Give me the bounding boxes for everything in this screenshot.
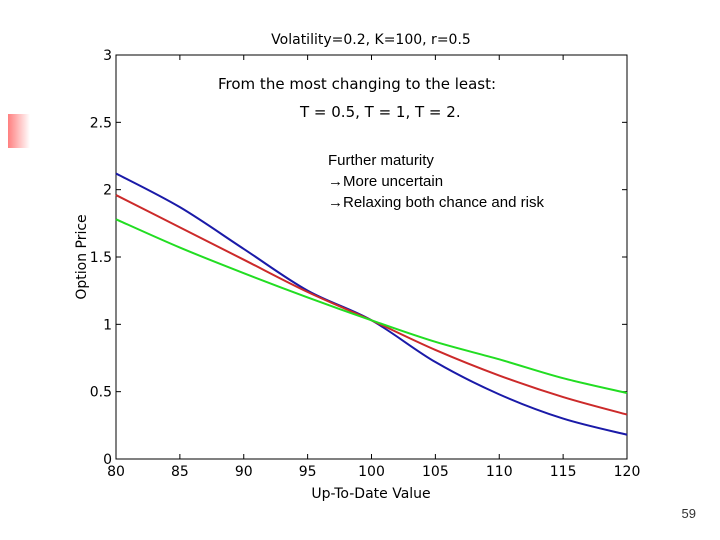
y-tick-label: 1 bbox=[103, 317, 112, 333]
x-tick-label: 95 bbox=[299, 464, 317, 480]
x-axis-label: Up-To-Date Value bbox=[311, 486, 430, 502]
series-line-1 bbox=[115, 172, 628, 436]
series-lines bbox=[115, 172, 628, 436]
y-tick-label: 2.5 bbox=[90, 115, 112, 131]
annotation-ann3-line: →More uncertain bbox=[328, 173, 443, 190]
y-tick-label: 2 bbox=[103, 183, 112, 199]
y-tick-label: 0.5 bbox=[90, 385, 112, 401]
annotation-ann3-line: →Relaxing both chance and risk bbox=[328, 194, 544, 211]
x-tick-label: 100 bbox=[358, 464, 385, 480]
x-tick-label: 85 bbox=[171, 464, 189, 480]
x-tick-label: 105 bbox=[422, 464, 449, 480]
series-line-3 bbox=[115, 218, 628, 394]
slide-number: 59 bbox=[681, 506, 696, 521]
y-tick-label: 0 bbox=[103, 452, 112, 468]
annotation-ann1-line: From the most changing to the least: bbox=[218, 75, 496, 93]
chart-title: Volatility=0.2, K=100, r=0.5 bbox=[271, 32, 471, 48]
x-tick-label: 80 bbox=[107, 464, 125, 480]
x-tick-label: 110 bbox=[486, 464, 513, 480]
x-tick-label: 115 bbox=[550, 464, 577, 480]
y-tick-label: 1.5 bbox=[90, 250, 112, 266]
y-axis-label: Option Price bbox=[74, 214, 90, 299]
decorative-red-bar bbox=[8, 114, 30, 148]
x-tick-label: 120 bbox=[614, 464, 641, 480]
annotations: From the most changing to the least: T = … bbox=[218, 75, 544, 211]
x-tick-label: 90 bbox=[235, 464, 253, 480]
y-tick-label: 3 bbox=[103, 48, 112, 64]
annotation-ann3-line: Further maturity bbox=[328, 152, 434, 169]
annotation-ann2-line: T = 0.5, T = 1, T = 2. bbox=[299, 103, 461, 121]
axis-ticks: 80 85 90 95 100 105 110 115 120 0 0.5 1 1.5 2 2.5 3 bbox=[90, 48, 641, 480]
series-line-2 bbox=[115, 194, 628, 416]
